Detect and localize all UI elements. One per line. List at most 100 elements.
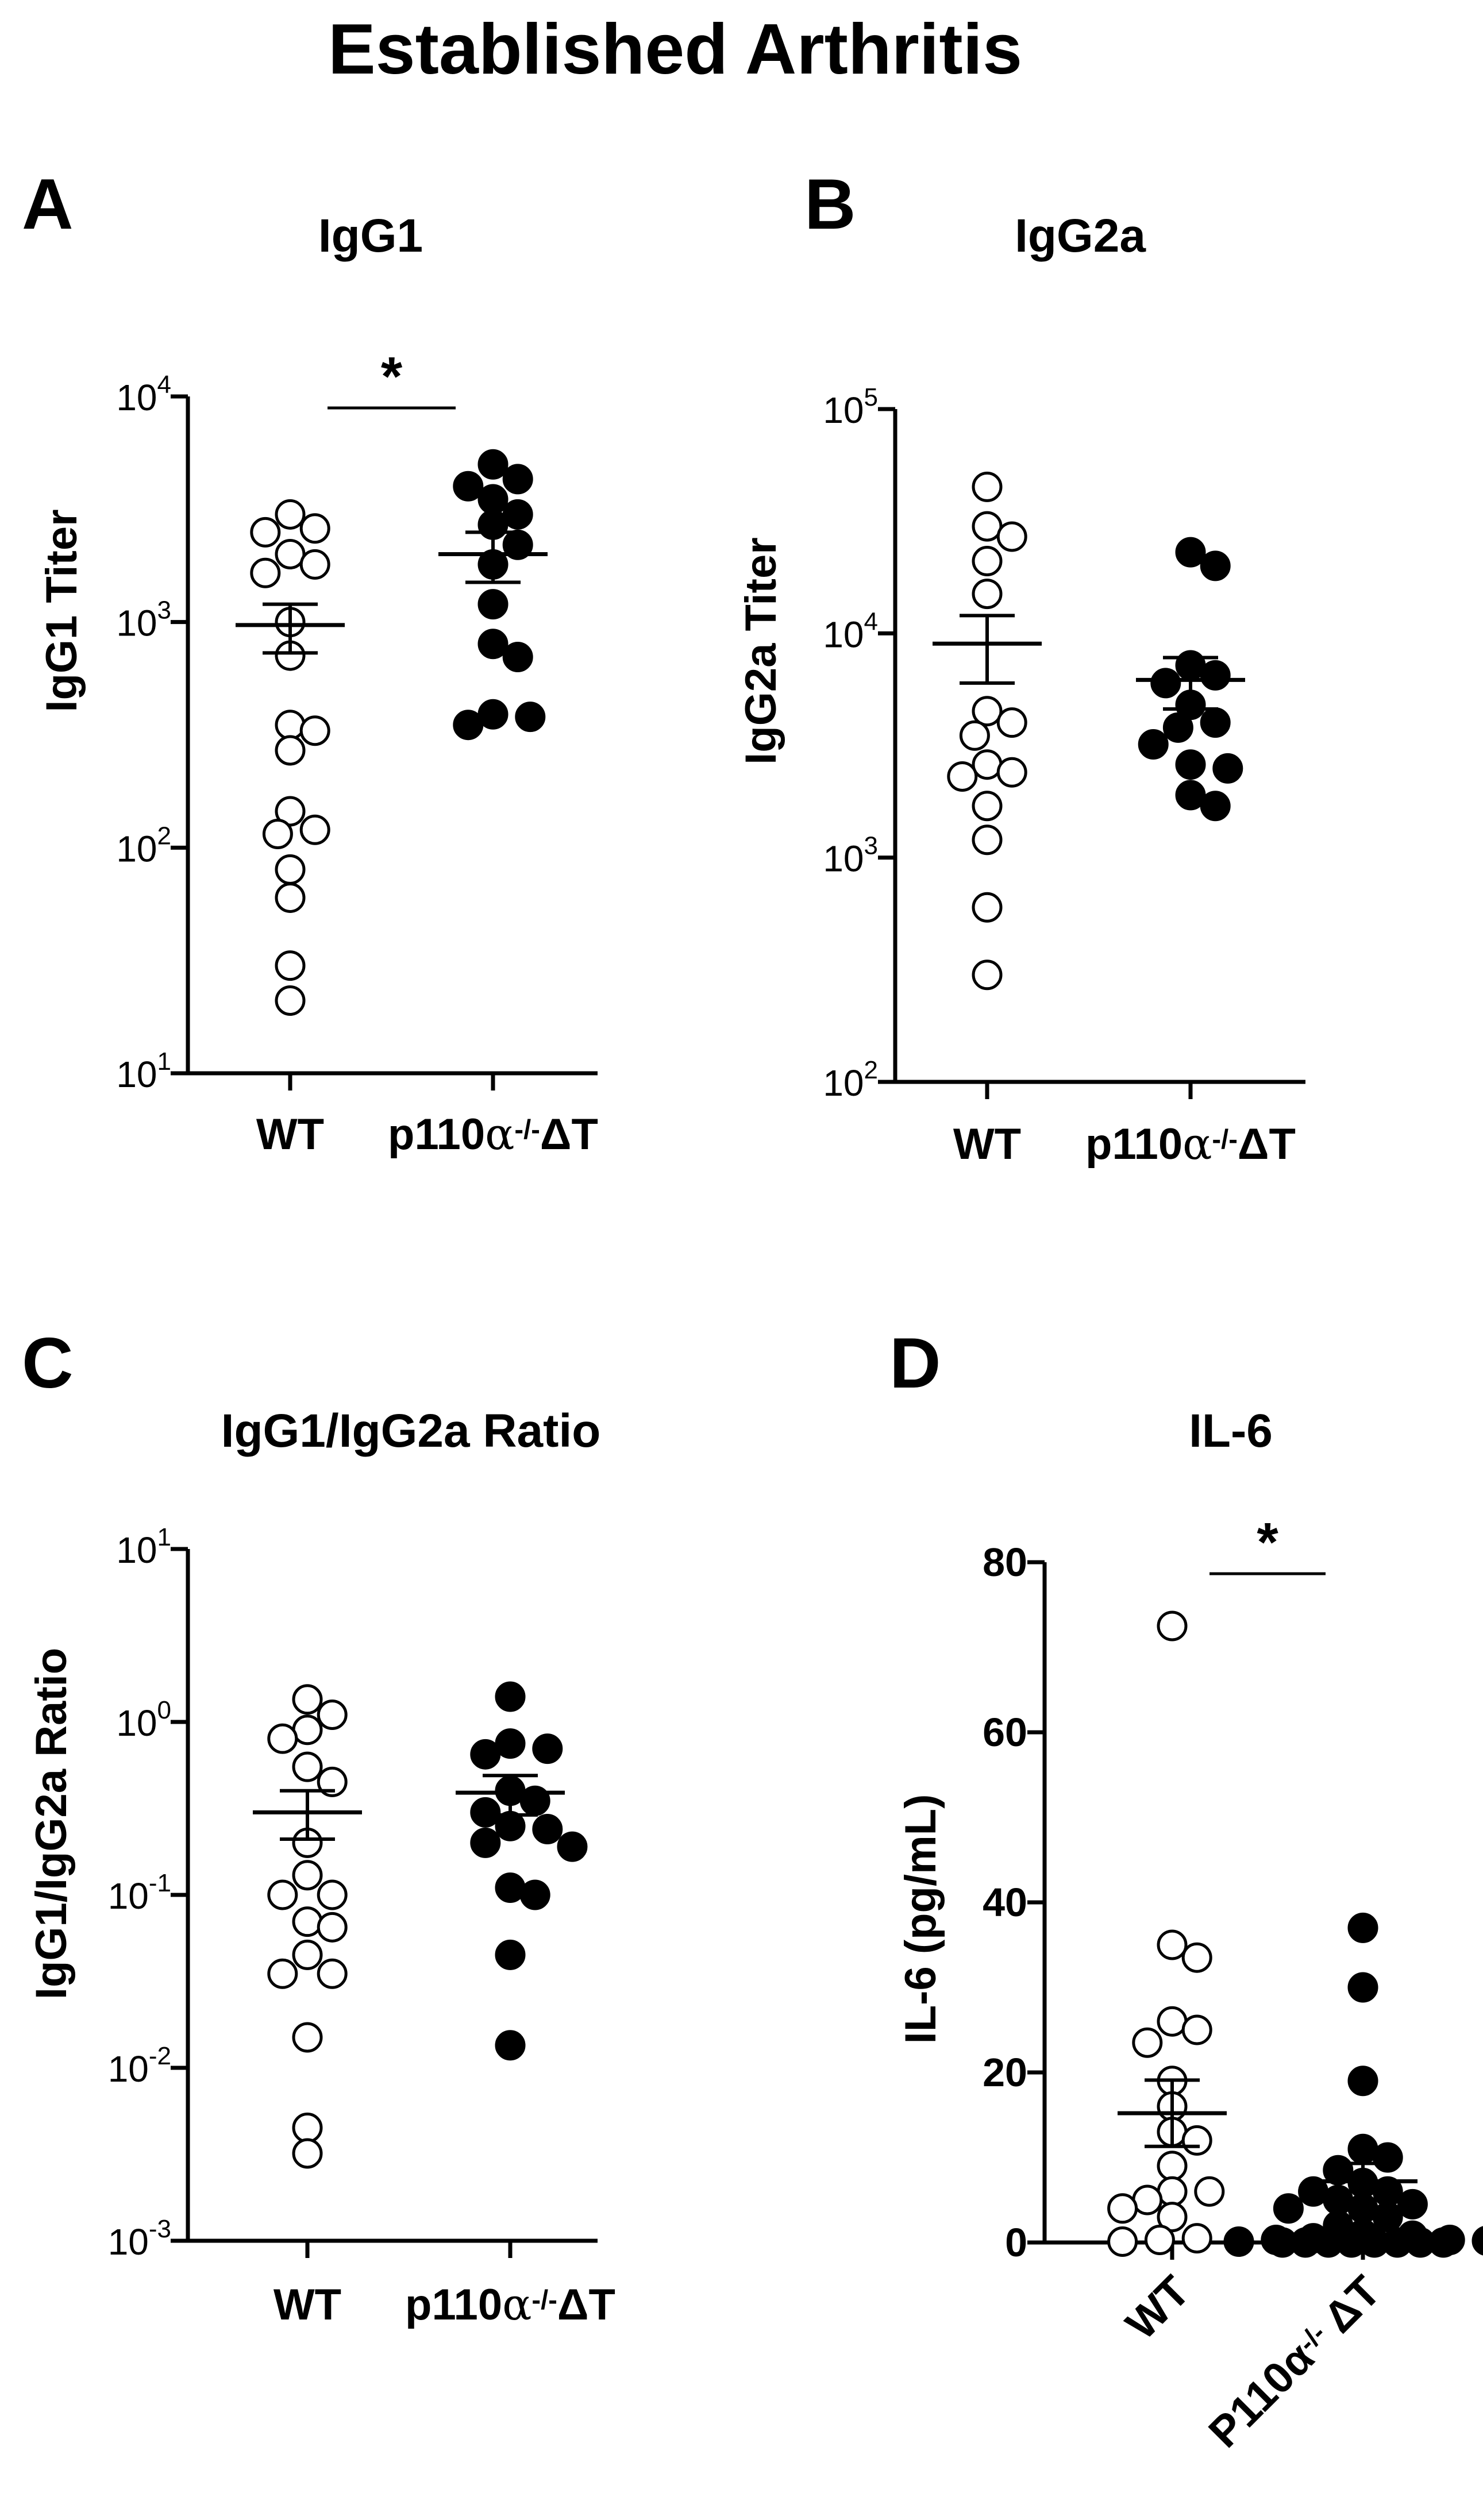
panel-b-point-s0-10 [947, 761, 978, 792]
panel-a-x-tick-label-1-part-1: α [485, 1108, 514, 1159]
panel-c-point-s1-2 [532, 1733, 563, 1764]
panel-d-title: IL-6 [1189, 1405, 1273, 1457]
panel-c-point-s1-0 [495, 1681, 526, 1712]
panel-a-significance-star: * [381, 346, 403, 407]
panel-c-y-tick-base-4: 10 [116, 1529, 157, 1571]
panel-b-point-s0-14 [972, 960, 1003, 991]
panel-c-point-s1-10 [557, 1831, 588, 1862]
panel-c-y-tick-exp-1: -2 [149, 2042, 171, 2070]
panel-c-y-tick-exp-3: 0 [157, 1696, 171, 1724]
panel-d-point-s0-18 [1107, 2226, 1138, 2257]
panel-d-y-tick-label-3: 60 [983, 1710, 1027, 1755]
panel-d-y-tick-label-0: 0 [1005, 2220, 1027, 2265]
panel-c-x-tick-label-0: WT [274, 2280, 341, 2329]
panel-b-point-s0-0 [972, 471, 1003, 502]
panel-b-y-tick-exp-1: 3 [864, 832, 878, 860]
panel-b-title: IgG2a [1015, 210, 1146, 262]
panel-a-point-s0-4 [299, 549, 330, 580]
panel-d-significance-star: * [1257, 1512, 1278, 1573]
panel-a-point-s1-8 [477, 589, 509, 620]
panel-a-y-tick-label-1: 102 [116, 822, 171, 869]
panel-a-point-s0-8 [275, 710, 306, 741]
panel-c-point-s0-7 [292, 1860, 323, 1891]
panel-d-point-s0-17 [1144, 2225, 1175, 2256]
panel-a-point-s1-1 [502, 464, 533, 495]
panel-d-point-s1-21 [1223, 2226, 1254, 2257]
panel-c-point-s0-13 [317, 1958, 348, 1989]
panel-b-point-s1-4 [1150, 668, 1181, 699]
panel-a-point-s0-12 [299, 814, 330, 845]
panel-b-point-s1-0 [1175, 537, 1206, 568]
panel-b-y-tick-exp-0: 2 [864, 1056, 878, 1084]
panel-b-y-tick-label-2: 104 [823, 607, 878, 655]
panel-a-point-s0-10 [275, 735, 306, 766]
panel-c-y-tick-base-3: 10 [116, 1702, 157, 1744]
panel-c-y-tick-base-2: 10 [108, 1875, 149, 1917]
panel-d-point-s1-2 [1347, 2066, 1378, 2097]
panel-c-point-s0-15 [292, 2022, 323, 2053]
panel-a-point-s1-3 [477, 484, 509, 515]
panel-c-y-tick-base-1: 10 [108, 2048, 149, 2090]
panel-a-point-s0-15 [275, 882, 306, 913]
panel-a-y-tick-exp-2: 3 [157, 596, 171, 625]
panel-d-point-s0-5 [1132, 2027, 1163, 2058]
panel-d-point-s1-20 [1472, 2226, 1483, 2256]
panel-a-x-tick-label-1-part-0: p110 [388, 1110, 485, 1159]
panel-a-point-s1-13 [453, 710, 484, 741]
panel-b-point-s0-8 [972, 749, 1003, 780]
panel-d: D IL-6 IL-6 (pg/mL) 020406080WTP110α-/- … [889, 1324, 1483, 2457]
panel-a-y-tick-label-2: 103 [116, 596, 171, 644]
panel-c-x-tick-label-1-part-3: ΔT [557, 2280, 615, 2329]
panel-a-title: IgG1 [318, 210, 423, 262]
panel-b-point-s1-11 [1175, 780, 1206, 811]
panel-a-point-s1-10 [502, 641, 533, 672]
panel-c-x-tick-label-1-part-0: p110 [405, 2280, 502, 2329]
panel-c-point-s0-10 [292, 1906, 323, 1937]
panel-c-y-tick-label-3: 100 [116, 1696, 171, 1744]
panel-a-y-tick-exp-0: 1 [157, 1047, 171, 1076]
panel-c-y-tick-label-1: 10-2 [108, 2042, 171, 2090]
panel-b-point-s1-10 [1212, 753, 1243, 784]
panel-c-y-tick-label-4: 101 [116, 1523, 171, 1571]
panel-d-y-tick-label-1: 20 [983, 2050, 1027, 2095]
panel-b-x-tick-label-1-part-2: -/- [1212, 1124, 1237, 1154]
panel-b-point-s1-9 [1175, 749, 1206, 780]
panel-c-y-tick-base-0: 10 [108, 2221, 149, 2263]
panel-d-point-s1-13 [1372, 2202, 1403, 2233]
panel-c-point-s0-9 [267, 1879, 298, 1910]
panel-b-y-tick-base-2: 10 [823, 614, 864, 655]
panel-a-point-s0-16 [275, 950, 306, 981]
panel-a-point-s0-9 [299, 715, 330, 746]
panel-d-letter: D [889, 1324, 941, 1403]
panel-a-letter: A [22, 165, 74, 244]
panel-c-point-s0-1 [317, 1700, 348, 1731]
panel-b-x-tick-label-0: WT [953, 1120, 1021, 1169]
panel-b-x-tick-label-1: p110α-/-ΔT [1085, 1118, 1296, 1169]
panel-c-point-s0-11 [317, 1912, 348, 1943]
panel-d-point-s1-0 [1347, 1912, 1378, 1943]
panel-c: C IgG1/IgG2a Ratio IgG1/IgG2a Ratio 10-3… [22, 1324, 615, 2330]
panel-b-point-s1-7 [1162, 712, 1193, 743]
panel-d-point-s0-0 [1157, 1610, 1188, 1642]
panel-c-point-s1-8 [532, 1814, 563, 1845]
panel-c-point-s0-5 [317, 1766, 348, 1797]
panel-c-point-s0-3 [267, 1723, 298, 1754]
panel-a-y-tick-base-0: 10 [116, 1054, 157, 1095]
panel-c-x-tick-label-1-part-1: α [502, 2279, 531, 2330]
panel-c-point-s0-17 [292, 2138, 323, 2169]
panel-c-y-axis-label: IgG1/IgG2a Ratio [27, 1648, 76, 1999]
panel-a-point-s0-11 [275, 796, 306, 827]
panel-c-point-s1-6 [470, 1797, 501, 1828]
panel-c-y-tick-label-0: 10-3 [108, 2215, 171, 2263]
panel-b-y-tick-base-1: 10 [823, 838, 864, 880]
panel-a-point-s1-0 [477, 449, 509, 480]
panel-c-letter: C [22, 1324, 74, 1403]
panel-d-point-s1-12 [1273, 2193, 1304, 2224]
panel-b-x-tick-label-1-part-3: ΔT [1238, 1120, 1296, 1169]
panel-a-point-s1-12 [515, 702, 546, 733]
panel-b-y-tick-exp-2: 4 [864, 607, 878, 635]
panel-a-x-tick-label-0-part-0: WT [256, 1110, 324, 1159]
panel-c-point-s1-14 [495, 2030, 526, 2061]
panel-d-y-tick-label-4: 80 [983, 1540, 1027, 1585]
